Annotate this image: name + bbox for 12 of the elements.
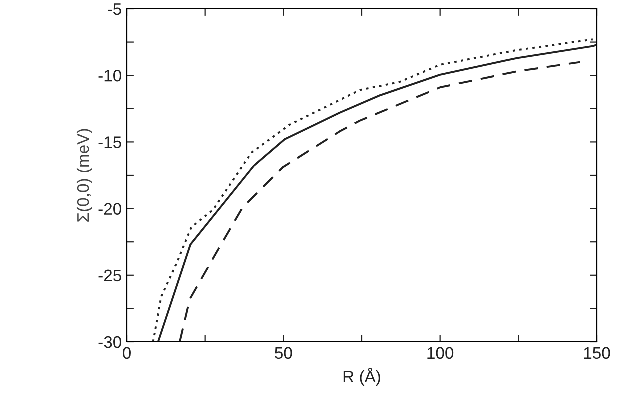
x-tick-label: 100 [428, 347, 454, 360]
y-tick-label: -10 [98, 70, 122, 82]
x-axis-title: R (Å) [344, 368, 380, 386]
y-tick-label: -5 [108, 4, 122, 16]
y-tick-label: -30 [98, 336, 122, 348]
x-tick-label: 150 [584, 347, 610, 360]
y-axis-title: Σ(0,0) (meV) [76, 129, 92, 222]
x-tick-label: 50 [275, 347, 292, 360]
y-tick-label: -20 [98, 203, 122, 216]
x-tick-label: 0 [123, 347, 131, 360]
y-tick-label: -25 [98, 270, 122, 282]
y-tick-label: -15 [98, 136, 122, 148]
